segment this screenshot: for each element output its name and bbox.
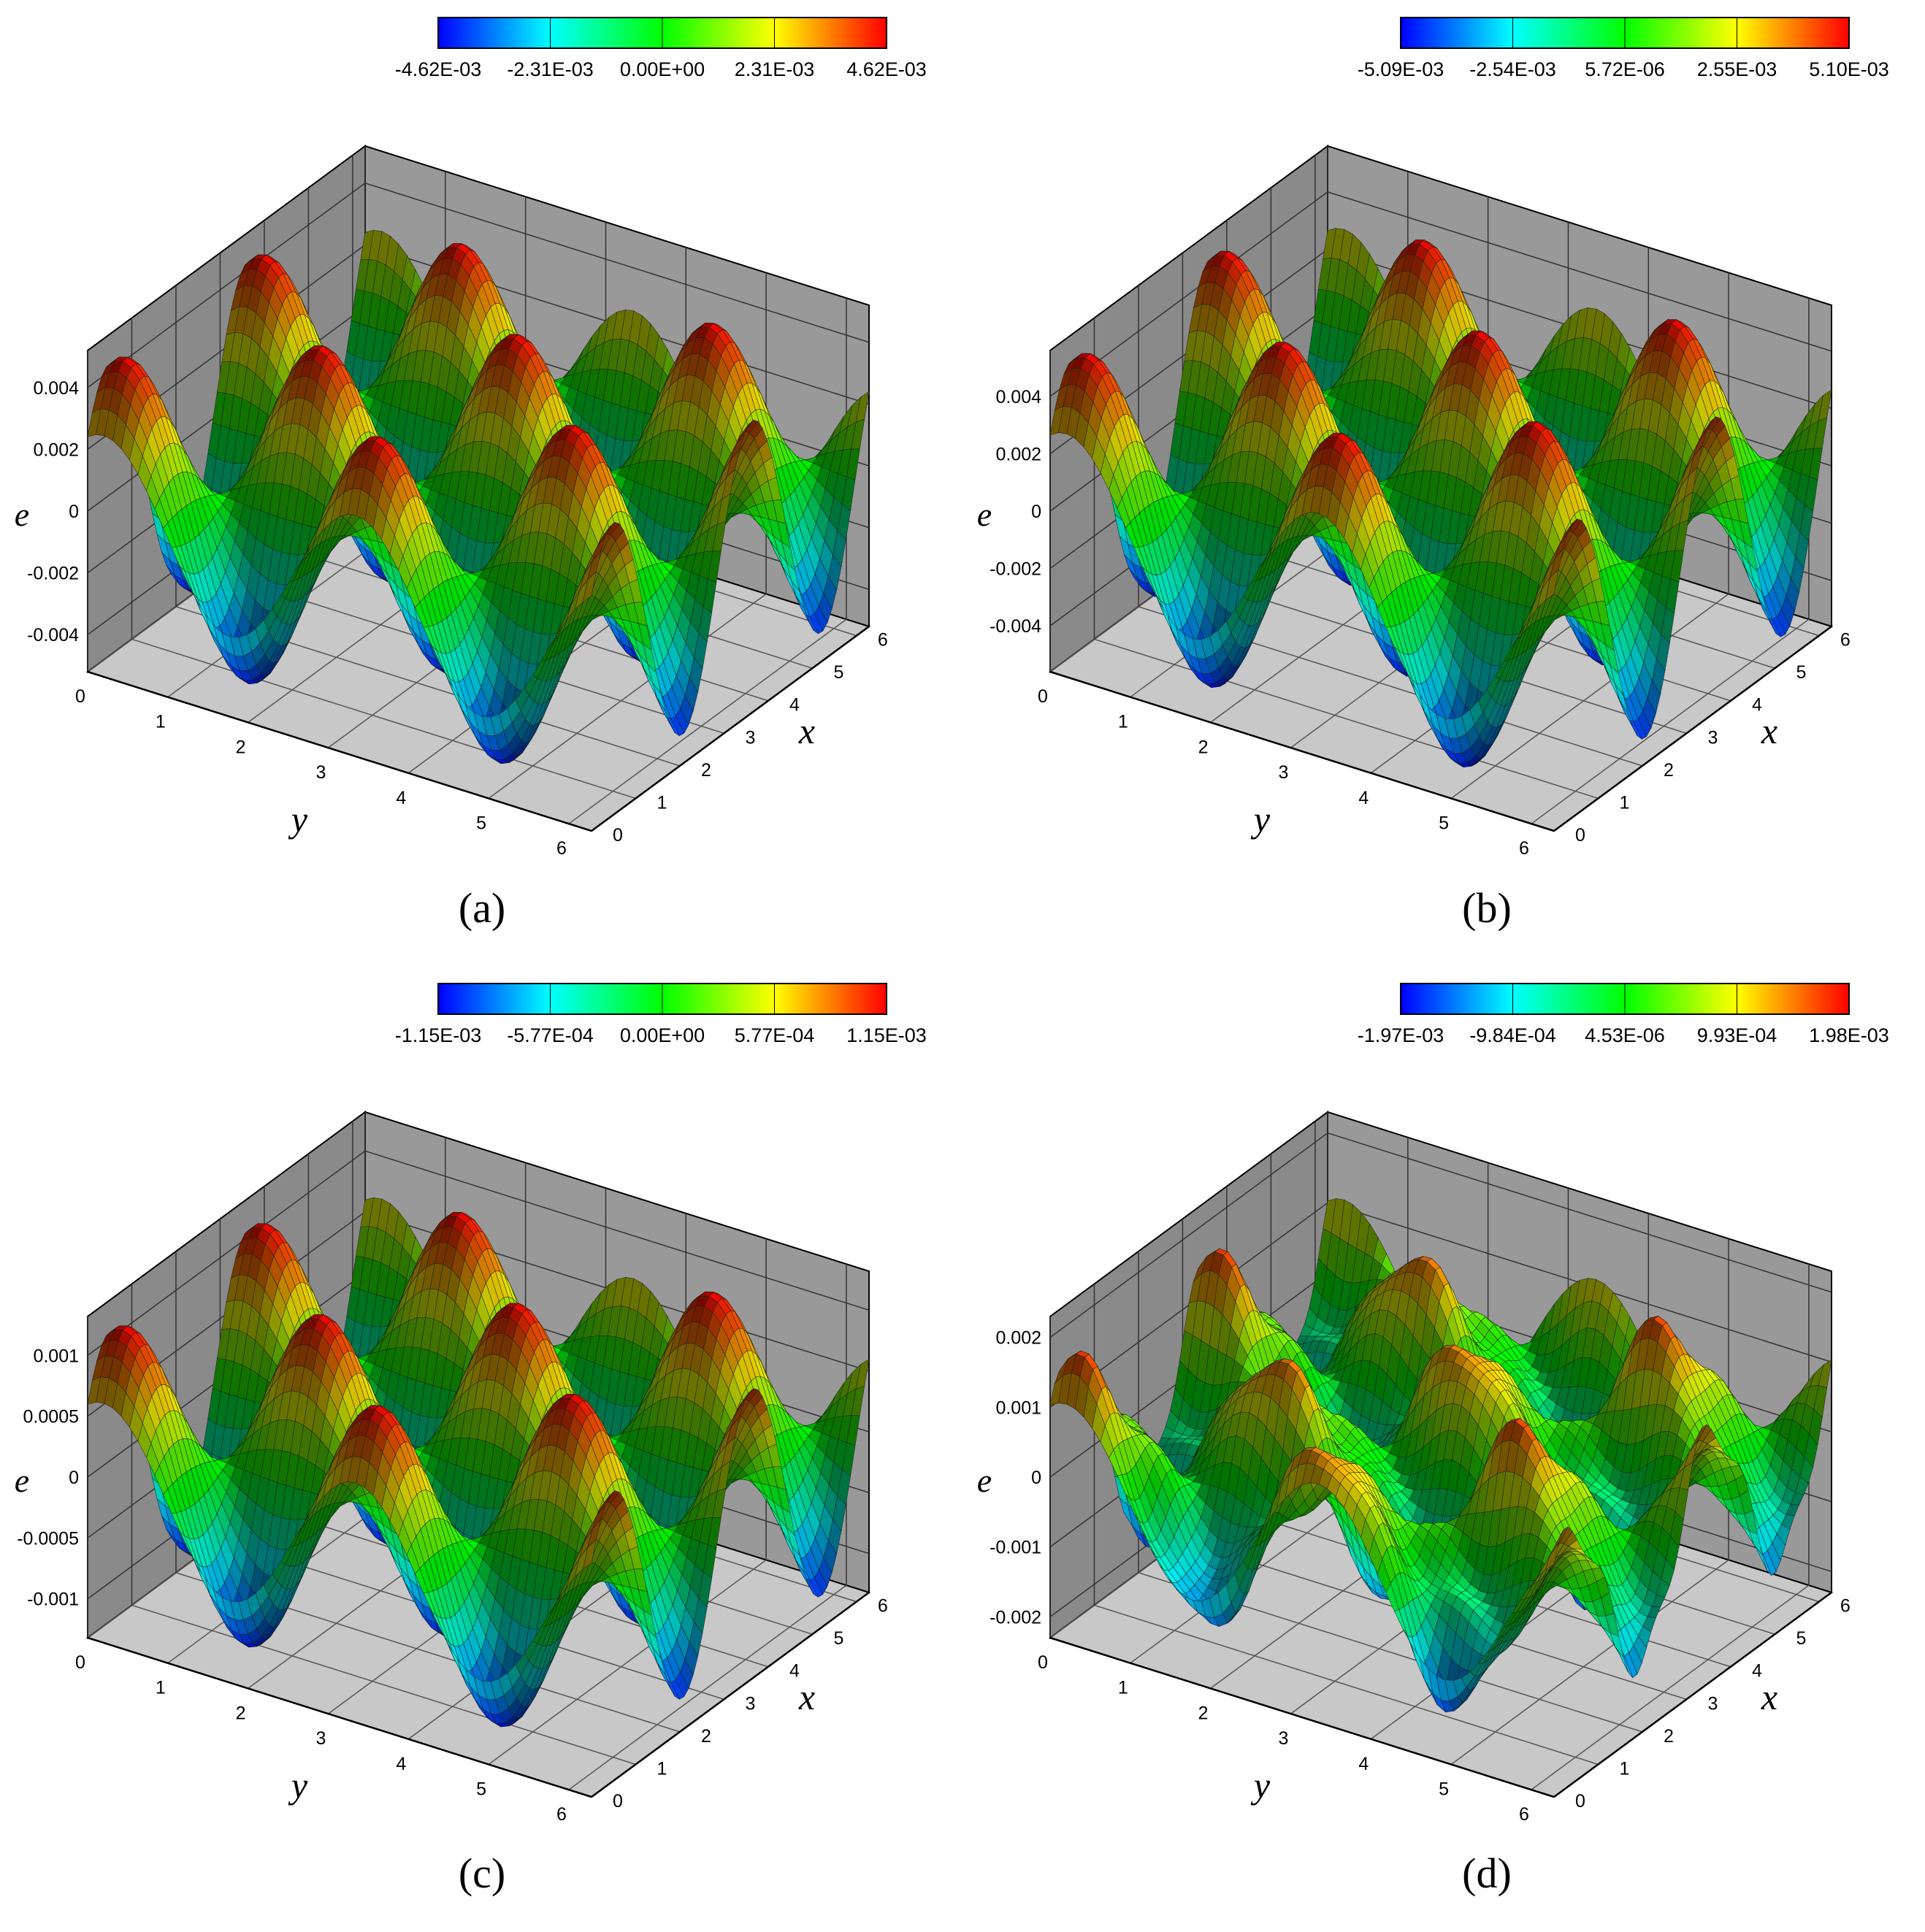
x-tick-label: 4	[789, 695, 800, 716]
z-tick-label: 0.002	[33, 440, 79, 460]
panel-a: -4.62E-03 -2.31E-03 0.00E+00 2.31E-03 4.62E-…	[0, 0, 962, 966]
surface-mesh	[1049, 228, 1832, 768]
y-tick-label: 6	[556, 838, 567, 859]
x-axis-label: x	[798, 710, 815, 751]
grid-line	[1531, 618, 1810, 824]
axis-line-x	[591, 625, 870, 832]
x-tick-label: 3	[745, 727, 755, 748]
z-tick-label: 0	[69, 502, 79, 522]
grid-line	[1327, 191, 1832, 352]
colorbar-label: 2.55E-03	[1697, 58, 1777, 80]
colorbar-label: -2.54E-03	[1469, 58, 1556, 80]
y-tick-label: 0	[75, 686, 85, 707]
x-tick-label: 0	[613, 825, 623, 846]
colorbar-label: -2.31E-03	[507, 58, 594, 80]
surface-mesh	[87, 229, 870, 764]
colorbar-label: 4.62E-03	[846, 58, 927, 80]
y-tick-label: 4	[396, 788, 406, 808]
y-tick-label: 2	[236, 737, 246, 757]
y-tick-label: 1	[156, 712, 166, 732]
z-axis-label: e	[15, 496, 29, 533]
grid-line	[87, 183, 366, 388]
grid-line	[131, 638, 636, 800]
colorbar-label: -5.09E-03	[1358, 58, 1444, 80]
grid-line	[488, 593, 767, 800]
y-axis-label: y	[288, 799, 308, 840]
colorbar-label: -4.62E-03	[395, 58, 482, 80]
x-tick-label: 1	[657, 792, 667, 813]
surface-plot-a: -4.62E-03 -2.31E-03 0.00E+00 2.31E-03 4.62E-…	[15, 17, 927, 859]
colorbar-label: 0.00E+00	[620, 58, 705, 80]
y-tick-label: 5	[476, 813, 486, 833]
x-tick-label: 2	[701, 760, 711, 781]
surface-cell	[583, 571, 597, 602]
z-tick-label: -0.004	[27, 625, 79, 645]
axis-line-y	[87, 670, 592, 832]
colorbar-label: 5.10E-03	[1809, 58, 1889, 80]
z-tick-label: -0.002	[27, 564, 79, 584]
colorbar-label: 5.72E-06	[1585, 58, 1665, 80]
grid-line	[1450, 593, 1729, 800]
x-tick-label: 6	[878, 630, 888, 651]
surface-plot-b: -5.09E-03 -2.54E-03 5.72E-06 2.55E-03 5.10E-…	[977, 17, 1889, 859]
x-tick-label: 5	[833, 662, 843, 683]
grid-line	[364, 183, 870, 343]
y-tick-label: 3	[315, 762, 326, 783]
colorbar-label: 2.31E-03	[735, 58, 815, 80]
grid-line	[1094, 638, 1599, 800]
grid-line	[568, 618, 847, 824]
z-tick-label: 0.004	[33, 378, 79, 399]
panel-b: -5.09E-03 -2.54E-03 5.72E-06 2.55E-03 5.10E-…	[962, 0, 1925, 966]
